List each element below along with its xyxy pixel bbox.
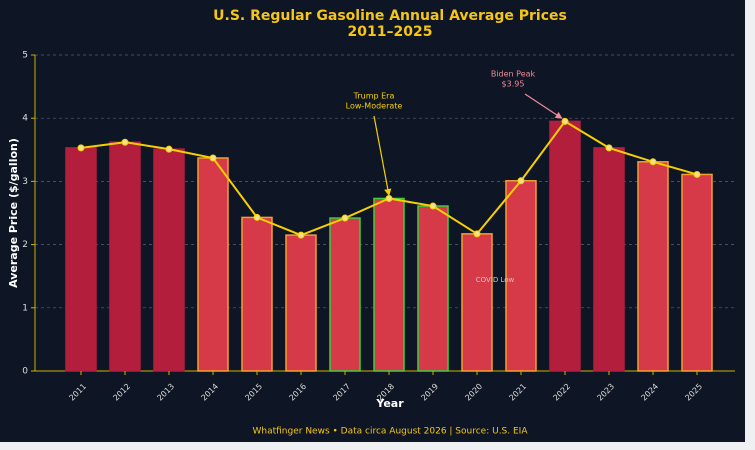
chart-title: U.S. Regular Gasoline Annual Average Pri… [213, 8, 567, 24]
point [561, 117, 569, 125]
bar [637, 161, 669, 372]
point [297, 231, 305, 239]
annotation: Biden Peak [491, 70, 536, 79]
bar [109, 141, 141, 372]
bar [417, 205, 449, 372]
point [473, 230, 481, 238]
point [517, 177, 525, 185]
point [649, 158, 657, 166]
annotation: $3.95 [502, 80, 525, 89]
bar [505, 180, 537, 372]
point [165, 145, 173, 153]
bar [373, 197, 405, 372]
bar [329, 217, 361, 372]
annotation-arrow [373, 115, 392, 197]
point [605, 144, 613, 152]
point [253, 213, 261, 221]
point [121, 138, 129, 146]
y-tick-label: 4 [22, 114, 28, 124]
bar [461, 233, 493, 372]
bar [197, 157, 229, 372]
bar [153, 148, 185, 372]
annotation: Trump Era [353, 92, 395, 101]
bar [549, 120, 581, 372]
point [385, 194, 393, 202]
chart-title: 2011–2025 [348, 24, 433, 40]
x-axis-label: Year [375, 397, 404, 410]
y-tick-label: 2 [22, 240, 28, 250]
bar [241, 216, 273, 372]
annotation-arrow [524, 93, 563, 119]
annotation: Low-Moderate [346, 102, 403, 111]
y-tick-label: 5 [22, 51, 28, 61]
point [209, 154, 217, 162]
annotation: COVID Low [476, 276, 515, 284]
footer: Whatfinger News • Data circa August 2026… [252, 427, 528, 437]
y-tick-label: 1 [22, 303, 28, 313]
chart: U.S. Regular Gasoline Annual Average Pri… [0, 0, 745, 442]
y-tick-label: 0 [22, 367, 28, 377]
y-axis-label: Average Price ($/gallon) [7, 138, 20, 288]
bar [65, 147, 97, 372]
point [77, 144, 85, 152]
point [341, 214, 349, 222]
bar [681, 173, 713, 372]
y-tick-label: 3 [22, 177, 28, 187]
point [693, 170, 701, 178]
bar [593, 147, 625, 372]
bar [285, 234, 317, 372]
point [429, 202, 437, 210]
